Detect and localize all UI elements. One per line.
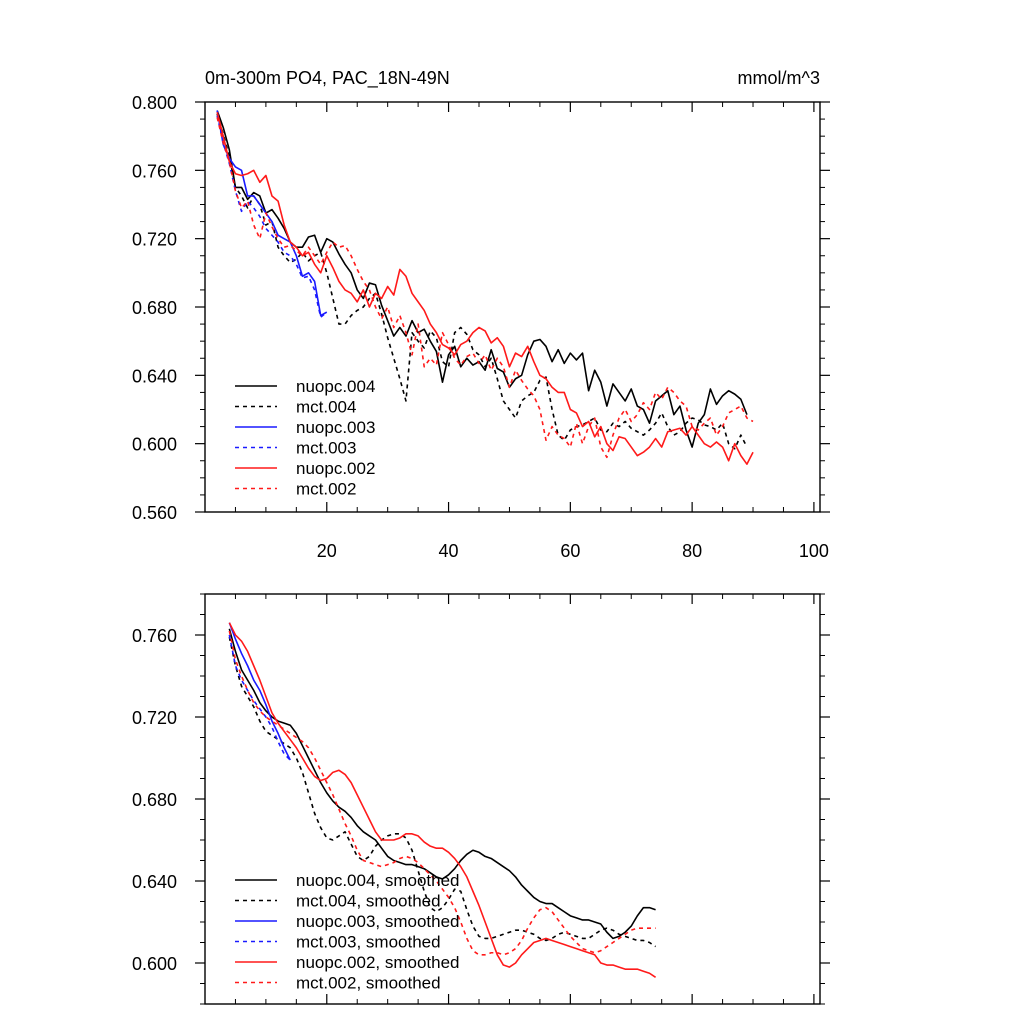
top-y-tick-label: 0.680 — [132, 298, 177, 318]
chart-title: 0m-300m PO4, PAC_18N-49N — [205, 68, 450, 89]
top-y-tick-label: 0.800 — [132, 93, 177, 113]
bottom-series-nuopc-003-line — [228, 622, 291, 761]
top-series-nuopc-002-line — [216, 112, 754, 465]
top-series-nuopc-004-line — [216, 110, 748, 448]
bottom-y-tick-label: 0.720 — [132, 708, 177, 728]
top-x-tick-label: 20 — [317, 541, 337, 561]
top-legend-label-mct-004: mct.004 — [296, 398, 356, 417]
bottom-legend-label-mct-003: mct.003, smoothed — [296, 933, 441, 952]
bottom-y-tick-label: 0.640 — [132, 872, 177, 892]
bottom-series-nuopc-002-line — [228, 622, 657, 979]
bottom-series-nuopc-004-line — [228, 628, 656, 940]
bottom-y-tick-label: 0.680 — [132, 790, 177, 810]
bottom-legend-label-nuopc-004: nuopc.004, smoothed — [296, 871, 460, 890]
top-y-tick-label: 0.560 — [132, 503, 177, 523]
bottom-legend-label-nuopc-003: nuopc.003, smoothed — [296, 912, 460, 931]
bottom-legend-label-mct-004: mct.004, smoothed — [296, 892, 441, 911]
bottom-tick-layer: 0.600 0.640 0.680 0.720 0.760 — [132, 593, 830, 1005]
top-y-tick-label: 0.640 — [132, 366, 177, 386]
bottom-series-mct-004-line — [228, 636, 657, 948]
top-series-mct-004-line — [216, 113, 748, 450]
top-legend-label-mct-002: mct.002 — [296, 480, 356, 499]
top-y-tick-label: 0.720 — [132, 230, 177, 250]
bottom-legend-label-nuopc-002: nuopc.002, smoothed — [296, 953, 460, 972]
top-series-layer — [216, 110, 754, 465]
top-legend-label-nuopc-003: nuopc.003 — [296, 418, 375, 437]
bottom-legend-label-mct-002: mct.002, smoothed — [296, 974, 441, 993]
bottom-series-mct-002-line — [228, 630, 656, 956]
top-series-nuopc-003-line — [216, 110, 328, 317]
top-panel: 0m-300m PO4, PAC_18N-49N mmol/m^3 20 40 60… — [132, 68, 830, 561]
top-y-tick-label: 0.600 — [132, 435, 177, 455]
top-y-tick-label: 0.760 — [132, 161, 177, 181]
top-x-tick-label: 60 — [560, 541, 580, 561]
top-legend-label-mct-003: mct.003 — [296, 439, 356, 458]
chart-units: mmol/m^3 — [738, 68, 820, 88]
top-x-tick-label: 80 — [682, 541, 702, 561]
top-series-mct-002-line — [216, 117, 754, 459]
top-x-tick-label: 40 — [439, 541, 459, 561]
bottom-y-tick-label: 0.760 — [132, 626, 177, 646]
top-legend-label-nuopc-004: nuopc.004 — [296, 377, 375, 396]
top-legend-label-nuopc-002: nuopc.002 — [296, 459, 375, 478]
bottom-panel: 0.600 0.640 0.680 0.720 0.760 nuopc.004, smo… — [132, 593, 830, 1005]
top-tick-layer: 20 40 60 80 100 0.560 0.600 0.640 0.680 0.720 0.76… — [132, 93, 830, 561]
bottom-series-mct-003-line — [228, 634, 291, 761]
bottom-y-tick-label: 0.600 — [132, 954, 177, 974]
bottom-series-layer — [228, 622, 657, 979]
top-series-mct-003-line — [216, 115, 328, 319]
top-x-tick-label: 100 — [799, 541, 829, 561]
